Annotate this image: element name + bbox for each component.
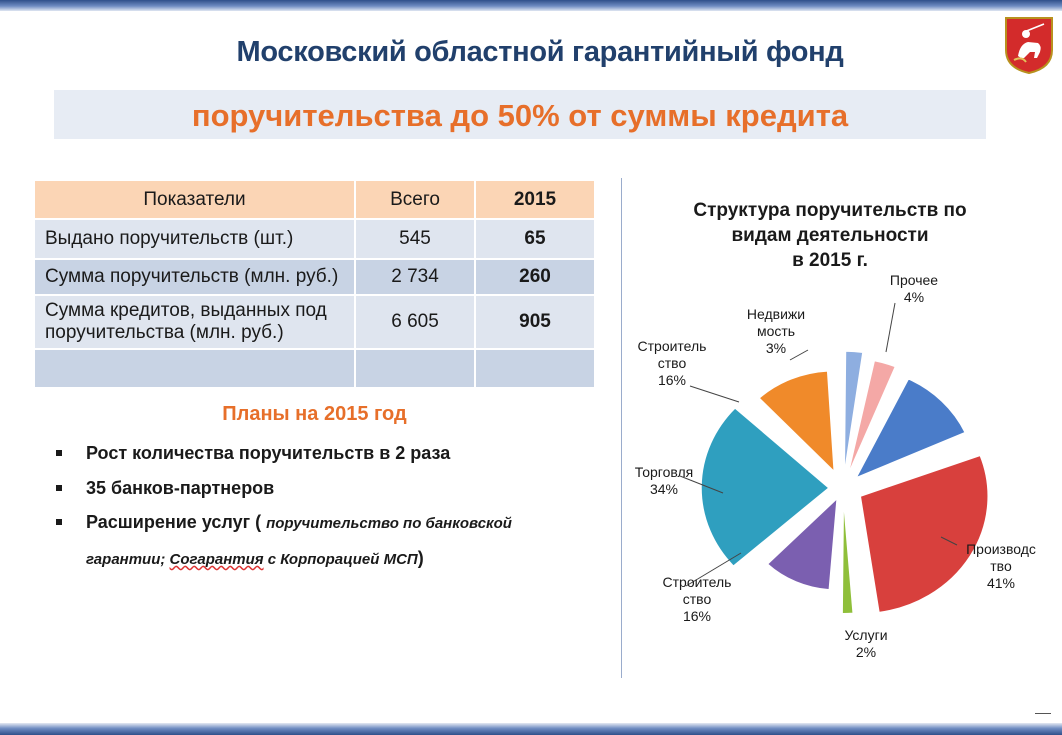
table-header-total: Всего <box>354 179 476 220</box>
chart-title-line: видам деятельности <box>731 225 929 246</box>
row-total: 545 <box>354 218 476 260</box>
pie-label-value: 34% <box>649 481 679 497</box>
top-decor-bar <box>0 0 1062 11</box>
row-year: 65 <box>474 218 596 260</box>
row-label: Выдано поручительств (шт.) <box>33 218 356 260</box>
pie-label-name: Прочее <box>889 272 939 288</box>
stats-table: Показатели Всего 2015 Выдано поручительс… <box>33 179 596 389</box>
bullet-icon <box>56 485 62 491</box>
plans-item-note-underlined: Согарантия <box>169 551 264 568</box>
table-row: Сумма поручительств (млн. руб.) 2 734 26… <box>33 258 596 296</box>
column-divider <box>621 178 622 678</box>
pie-label-prochee: Прочее 4% <box>869 272 959 306</box>
pie-label-name: Услуги <box>844 627 888 643</box>
plans-item-note: поручительство по банковской гарантии; <box>86 515 512 568</box>
plans-item-text: Рост количества поручительств в 2 раза <box>86 443 451 463</box>
subtitle-band: поручительства до 50% от суммы кредита <box>54 90 986 139</box>
page-title: Московский областной гарантийный фонд <box>236 36 844 68</box>
pie-label-value: 4% <box>903 289 925 305</box>
row-label <box>33 348 356 389</box>
row-year: 260 <box>474 258 596 296</box>
plans-item: Рост количества поручительств в 2 раза <box>54 443 574 464</box>
table-row-empty <box>33 348 596 389</box>
row-label: Сумма кредитов, выданных под поручительс… <box>33 294 356 350</box>
footer-rule <box>1035 713 1051 714</box>
pie-label-value: 16% <box>657 372 687 388</box>
chart-title: Структура поручительств по видам деятель… <box>660 198 1000 273</box>
pie-label-stroitelstvo-top: Строитель ство 16% <box>627 338 717 389</box>
bottom-decor-bar <box>0 723 1062 735</box>
pie-label-name: тво <box>990 558 1012 574</box>
pie-label-name: ство <box>682 591 712 607</box>
pie-slice <box>843 350 864 476</box>
pie-label-name: мость <box>756 323 796 339</box>
pie-label-name: Строитель <box>662 574 732 590</box>
pie-label-stroitelstvo-bottom: Строитель ство 16% <box>652 574 742 625</box>
pie-label-name: Торговля <box>634 464 694 480</box>
pie-label-nedvizhimost: Недвижи мость 3% <box>731 306 821 357</box>
plans-item-text: Расширение услуг ( <box>86 512 262 532</box>
table-header-row: Показатели Всего 2015 <box>33 179 596 220</box>
pie-label-torgovlya: Торговля 34% <box>619 464 709 498</box>
pie-label-value: 16% <box>682 608 712 624</box>
leader-line <box>689 385 740 403</box>
pie-slice <box>846 359 897 477</box>
bullet-icon <box>56 519 62 525</box>
pie-label-name: ство <box>657 355 687 371</box>
pie-label-value: 41% <box>986 575 1016 591</box>
pie-label-name: Производс <box>966 541 1036 557</box>
pie-slice <box>841 495 855 615</box>
plans-item-text: 35 банков-партнеров <box>86 478 275 498</box>
chart-title-line: в 2015 г. <box>792 250 868 271</box>
bullet-icon <box>56 450 62 456</box>
row-total <box>354 348 476 389</box>
plans-item: 35 банков-партнеров <box>54 478 574 499</box>
table-row: Выдано поручительств (шт.) 545 65 <box>33 218 596 260</box>
leader-line <box>789 349 809 361</box>
table-row: Сумма кредитов, выданных под поручительс… <box>33 294 596 350</box>
pie-slice <box>700 406 831 568</box>
pie-slice <box>757 370 836 474</box>
leader-line <box>940 536 958 546</box>
leader-line <box>885 302 896 353</box>
row-label: Сумма поручительств (млн. руб.) <box>33 258 356 296</box>
row-year <box>474 348 596 389</box>
row-total: 6 605 <box>354 294 476 350</box>
coat-of-arms-icon <box>1005 17 1053 74</box>
chart-title-line: Структура поручительств по <box>693 200 967 221</box>
plans-item: Расширение услуг ( поручительство по бан… <box>54 505 574 577</box>
pie-label-value: 2% <box>855 644 877 660</box>
pie-slice <box>854 377 967 480</box>
pie-label-name: Недвижи <box>746 306 806 322</box>
pie-label-value: 3% <box>765 340 787 356</box>
leader-line <box>685 552 742 587</box>
leader-line <box>679 475 724 494</box>
subtitle-text: поручительства до 50% от суммы кредита <box>191 98 849 133</box>
pie-label-proizvodstvo: Производс тво 41% <box>956 541 1046 592</box>
pie-label-name: Строитель <box>637 338 707 354</box>
table-header-indicator: Показатели <box>33 179 356 220</box>
plans-item-close: ) <box>417 548 424 568</box>
table-header-year: 2015 <box>474 179 596 220</box>
plans-title: Планы на 2015 год <box>222 403 407 425</box>
row-total: 2 734 <box>354 258 476 296</box>
plans-item-note: с Корпорацией МСП <box>263 551 418 568</box>
pie-slice <box>766 496 839 591</box>
plans-list: Рост количества поручительств в 2 раза 3… <box>54 443 574 591</box>
pie-label-uslugi: Услуги 2% <box>821 627 911 661</box>
row-year: 905 <box>474 294 596 350</box>
pie-slice <box>859 454 989 614</box>
